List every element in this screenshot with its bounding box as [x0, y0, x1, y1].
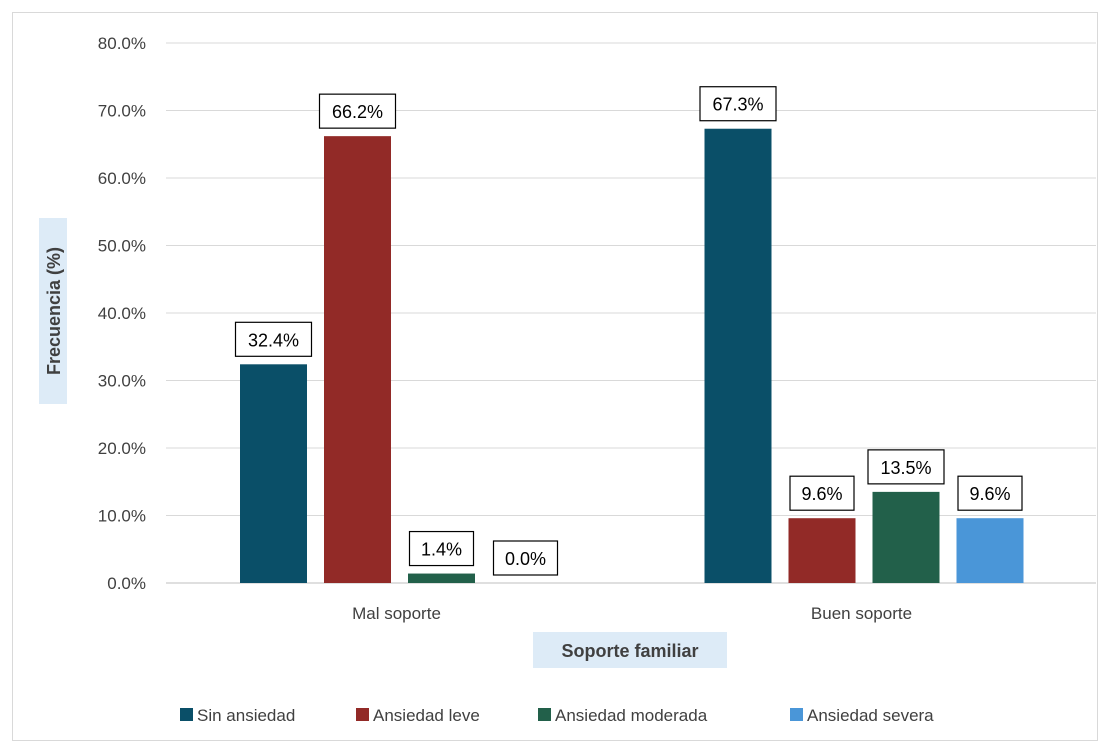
- y-axis-title-group: Frecuencia (%): [39, 218, 67, 404]
- data-label-box: [234, 321, 313, 357]
- bar: [324, 136, 391, 583]
- y-tick-label: 30.0%: [98, 372, 146, 391]
- y-tick-label: 80.0%: [98, 34, 146, 53]
- category-label: Mal soporte: [352, 604, 441, 623]
- y-tick-label: 70.0%: [98, 102, 146, 121]
- bar: [408, 573, 475, 583]
- data-label: 66.2%: [332, 102, 383, 122]
- data-label: 1.4%: [421, 540, 462, 560]
- y-axis-title-background: [39, 218, 67, 404]
- bar: [788, 518, 856, 583]
- data-label-box: [699, 86, 777, 122]
- bars: [240, 128, 1024, 583]
- data-label-box: [957, 475, 1023, 511]
- data-label: 32.4%: [248, 330, 299, 350]
- data-label-box: [789, 475, 855, 511]
- legend-label: Ansiedad leve: [373, 706, 480, 725]
- legend-label: Ansiedad severa: [807, 706, 934, 725]
- y-tick-labels: 0.0% 10.0% 20.0% 30.0% 40.0% 50.0% 60.0% 70.0% 8…: [98, 34, 146, 593]
- legend-swatch: [790, 708, 803, 721]
- data-label: 13.5%: [880, 458, 931, 478]
- legend-swatch: [180, 708, 193, 721]
- x-axis-title: Soporte familiar: [561, 641, 698, 661]
- data-label: 0.0%: [505, 549, 546, 569]
- bar: [956, 518, 1024, 583]
- x-axis-title-background: [533, 632, 727, 668]
- x-axis-title-group: Soporte familiar: [533, 632, 727, 668]
- data-label: 9.6%: [969, 484, 1010, 504]
- legend: Sin ansiedad Ansiedad leve Ansiedad modera…: [180, 706, 934, 725]
- data-label: 67.3%: [712, 95, 763, 115]
- bar: [240, 364, 307, 583]
- data-label: 9.6%: [801, 484, 842, 504]
- data-label-box: [492, 540, 559, 576]
- legend-label: Ansiedad moderada: [555, 706, 708, 725]
- y-tick-label: 50.0%: [98, 237, 146, 256]
- chart-frame: [12, 12, 1098, 741]
- y-axis-title: Frecuencia (%): [44, 247, 64, 375]
- legend-swatch: [356, 708, 369, 721]
- category-labels: Mal soporte Buen soporte: [352, 604, 912, 623]
- data-label-box: [867, 449, 945, 485]
- y-tick-label: 10.0%: [98, 507, 146, 526]
- data-label-box: [408, 530, 475, 567]
- y-tick-label: 40.0%: [98, 304, 146, 323]
- data-label-box: [318, 93, 397, 129]
- y-tick-label: 0.0%: [107, 574, 146, 593]
- legend-swatch: [538, 708, 551, 721]
- data-labels: 32.4% 66.2% 1.4% 0.0% 67.3% 9.6% 13.5% 9.6%: [234, 86, 1023, 576]
- category-label: Buen soporte: [811, 604, 912, 623]
- gridlines: [166, 42, 1096, 584]
- y-tick-label: 60.0%: [98, 169, 146, 188]
- legend-label: Sin ansiedad: [197, 706, 295, 725]
- bar: [872, 491, 940, 583]
- bar: [704, 128, 772, 583]
- y-tick-label: 20.0%: [98, 439, 146, 458]
